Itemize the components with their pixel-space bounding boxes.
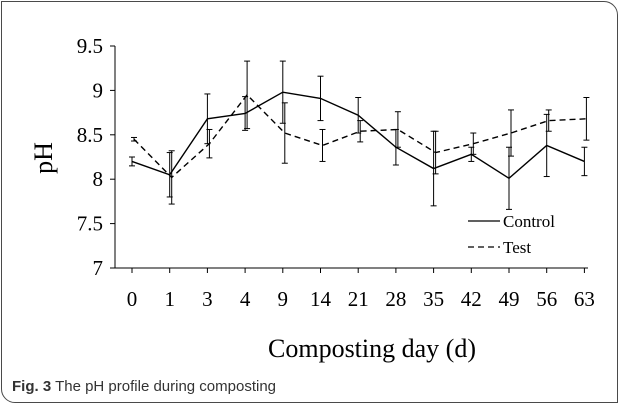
y-tick-label-4: 9 (93, 78, 104, 102)
x-tick-label-7: 28 (385, 287, 406, 311)
caption-text: The pH profile during composting (51, 378, 277, 395)
x-tick-label-4: 9 (278, 287, 289, 311)
x-tick-label-5: 14 (310, 287, 332, 311)
x-tick-label-3: 4 (240, 287, 251, 311)
legend-label-control: Control (503, 212, 555, 231)
error-bar-test-6 (357, 120, 364, 143)
error-bars (129, 60, 590, 210)
x-tick-label-6: 21 (348, 287, 369, 311)
error-bar-test-5 (319, 128, 326, 162)
x-tick-label-0: 0 (127, 287, 138, 311)
error-bar-test-10 (508, 109, 514, 157)
x-axis-title: Composting day (d) (268, 334, 476, 363)
series-line-control (131, 91, 585, 180)
figure-caption: Fig. 3 The pH profile during composting (12, 378, 602, 400)
x-tick-label-9: 42 (461, 287, 482, 311)
caption-label: Fig. 3 (12, 378, 52, 395)
error-bar-test-4 (281, 102, 288, 164)
y-tick-label-0: 7 (93, 256, 104, 280)
y-tick-label-3: 8.5 (77, 123, 103, 147)
x-tick-label-11: 56 (536, 287, 557, 311)
y-tick-label-5: 9.5 (77, 34, 103, 58)
error-bar-test-12 (583, 97, 590, 141)
error-bar-test-11 (545, 109, 552, 132)
y-tick-label-1: 7.5 (77, 212, 103, 236)
x-tick-label-12: 63 (574, 287, 595, 311)
series-line-test (133, 93, 587, 179)
x-tick-label-8: 35 (423, 287, 444, 311)
y-axis-title: pH (29, 142, 58, 174)
x-tick-label-2: 3 (202, 287, 213, 311)
x-tick-label-10: 49 (499, 287, 520, 311)
axis-ticks: 77.588.599.50 1 3 4 9 14 21 28 35 42 49 56 63 (77, 34, 595, 311)
x-tick-label-1: 1 (164, 287, 175, 311)
legend: Control Test (468, 212, 555, 257)
axes (114, 46, 588, 269)
y-tick-label-2: 8 (93, 167, 104, 191)
legend-label-test: Test (503, 238, 531, 257)
series-lines (131, 91, 587, 180)
